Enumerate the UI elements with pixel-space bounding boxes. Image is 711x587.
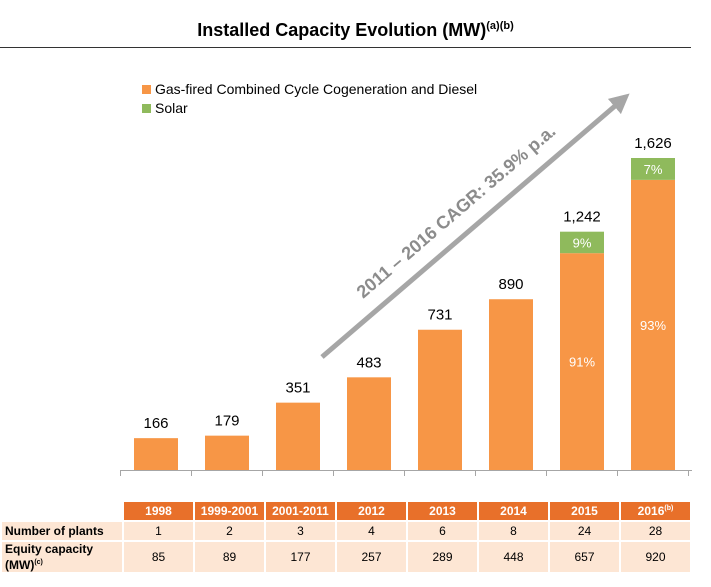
legend-swatch	[142, 104, 151, 113]
cagr-arrow	[320, 93, 630, 359]
bar-total-label: 351	[285, 380, 310, 397]
segment-label-solar: 7%	[644, 162, 663, 177]
row-label: Equity capacity (MW)(c)	[0, 540, 124, 574]
segment-label-gas: 93%	[640, 318, 666, 333]
segment-label-solar: 9%	[573, 235, 592, 250]
bar-total-label: 483	[356, 354, 381, 371]
bar-total-label: 890	[498, 276, 523, 293]
bar-gas-1999-2001	[205, 435, 249, 470]
table-cell: 657	[548, 540, 621, 574]
legend-swatch	[142, 85, 151, 94]
legend-label: Gas-fired Combined Cycle Cogeneration an…	[155, 81, 477, 97]
bar-solar-2016	[631, 158, 675, 180]
bar-total-label: 1,626	[634, 135, 672, 152]
legend-label: Solar	[155, 100, 188, 116]
bar-gas-2015	[560, 253, 604, 470]
table-row: Equity capacity (MW)(c) 85 89 177 257 289 448 6…	[0, 540, 692, 574]
bar-total-label: 731	[427, 307, 452, 324]
segment-label-gas: 91%	[569, 355, 595, 370]
bar-gas-2001-2011	[276, 402, 320, 470]
bar-solar-2015	[560, 231, 604, 254]
table-cell: 89	[193, 540, 266, 574]
plants-table: 1998 1999-2001 2001-2011 2012 2013 2014 2015 20…	[0, 500, 692, 574]
table-header-row: 1998 1999-2001 2001-2011 2012 2013 2014 2015 20…	[0, 500, 692, 522]
table-header-year: 2013	[406, 500, 479, 522]
bar-gas-2012	[347, 377, 391, 470]
table-cell: 448	[477, 540, 550, 574]
table-header-year: 2012	[335, 500, 408, 522]
table-cell: 920	[619, 540, 692, 574]
table-cell: 4	[335, 520, 408, 542]
table-cell: 1	[122, 520, 195, 542]
cagr-label: 2011 – 2016 CAGR: 35.9% p.a.	[353, 121, 560, 302]
legend: Gas-fired Combined Cycle Cogeneration an…	[142, 81, 477, 116]
bar-chart: Gas-fired Combined Cycle Cogeneration an…	[120, 81, 692, 476]
table-cell: 24	[548, 520, 621, 542]
bar-gas-2016	[631, 179, 675, 470]
table-header-year: 1999-2001	[193, 500, 266, 522]
table-cell: 85	[122, 540, 195, 574]
table-header-year: 2014	[477, 500, 550, 522]
chart-title: Installed Capacity Evolution (MW)(a)(b)	[197, 20, 514, 40]
table-header-year: 2001-2011	[264, 500, 337, 522]
bar-total-label: 1,242	[563, 209, 601, 226]
table-row: Number of plants 1 2 3 4 6 8 24 28	[0, 520, 692, 542]
table-cell: 28	[619, 520, 692, 542]
bar-total-label: 179	[214, 413, 239, 430]
bar-gas-2013	[418, 329, 462, 470]
bar-gas-2014	[489, 299, 533, 470]
table-cell: 289	[406, 540, 479, 574]
table-cell: 8	[477, 520, 550, 542]
table-cell: 257	[335, 540, 408, 574]
bar-total-label: 166	[143, 415, 168, 432]
table-cell: 3	[264, 520, 337, 542]
table-header-year: 1998	[122, 500, 195, 522]
table-cell: 177	[264, 540, 337, 574]
bar-labels: 166 179 351 483 731 890 1,242 91% 9% 1,626 93% 7%	[143, 135, 671, 432]
title-rule	[0, 47, 691, 48]
table-cell: 6	[406, 520, 479, 542]
bar-gas-1998	[134, 438, 178, 470]
table-corner	[0, 500, 124, 522]
x-axis-ticks	[120, 470, 689, 476]
bars	[134, 158, 675, 470]
table-header-year: 2015	[548, 500, 621, 522]
table-cell: 2	[193, 520, 266, 542]
table-header-year: 2016(b)	[619, 500, 692, 522]
row-label: Number of plants	[0, 520, 124, 542]
